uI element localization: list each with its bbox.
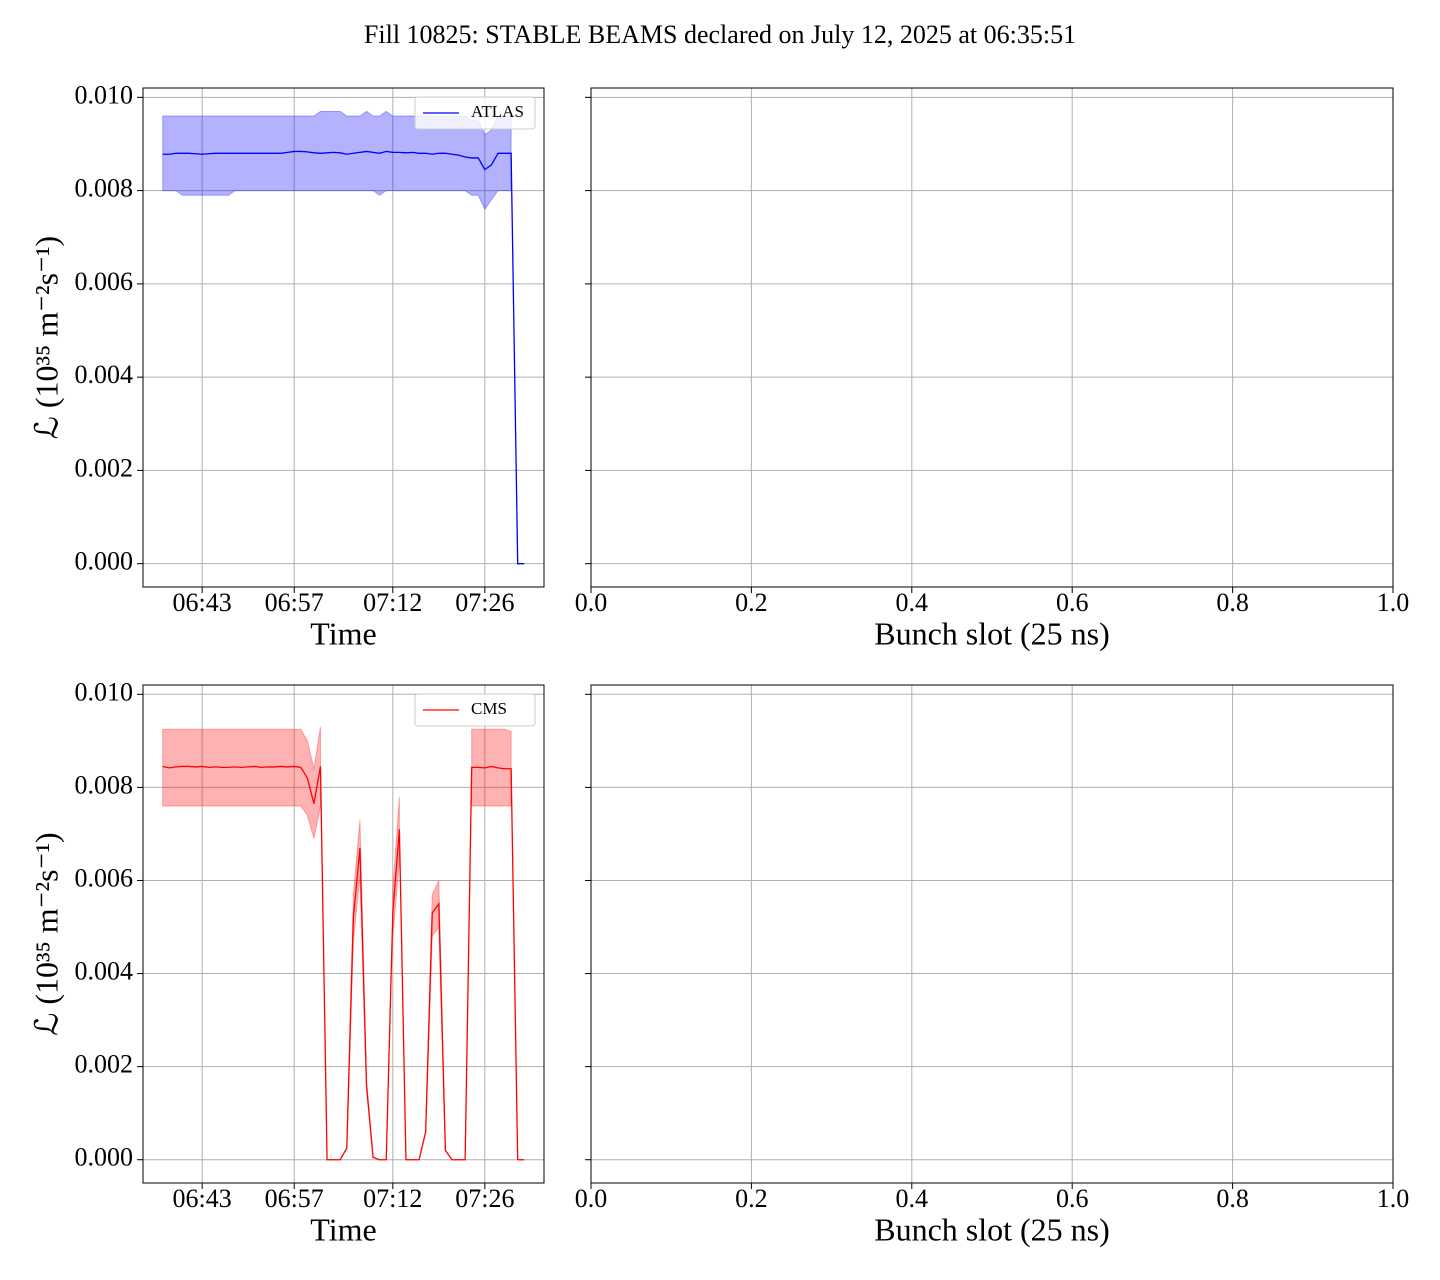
figure-title: Fill 10825: STABLE BEAMS declared on Jul…	[364, 20, 1076, 49]
x-tick-label: 0.2	[735, 588, 768, 617]
line	[162, 150, 525, 565]
y-tick-label: 0.010	[75, 80, 134, 109]
y-tick-label: 0.000	[75, 1143, 134, 1172]
x-tick-label: 0.2	[735, 1184, 768, 1213]
y-tick-label: 0.006	[75, 863, 134, 892]
x-tick-label: 07:12	[363, 588, 422, 617]
axes-frame	[590, 87, 1394, 588]
x-tick-label: 0.6	[1056, 588, 1089, 617]
x-tick-label: 07:26	[455, 1184, 514, 1213]
y-tick-label: 0.008	[75, 770, 134, 799]
x-tick-label: 1.0	[1377, 588, 1410, 617]
x-axis-label: Time	[310, 615, 376, 651]
y-tick-label: 0.006	[75, 267, 134, 296]
y-tick-label: 0.004	[75, 957, 134, 986]
axes-frame	[142, 87, 545, 588]
y-tick-label: 0.004	[75, 360, 134, 389]
axes-frame	[142, 684, 545, 1184]
legend-label: ATLAS	[471, 102, 524, 121]
x-tick-label: 0.0	[575, 1184, 608, 1213]
x-tick-label: 0.4	[896, 588, 929, 617]
x-axis-label: Bunch slot (25 ns)	[874, 615, 1110, 651]
x-tick-label: 06:43	[173, 1184, 232, 1213]
x-tick-label: 06:57	[265, 1184, 324, 1213]
x-tick-label: 0.0	[575, 588, 608, 617]
x-tick-label: 07:26	[455, 588, 514, 617]
y-tick-label: 0.002	[75, 453, 134, 482]
x-tick-label: 06:43	[173, 588, 232, 617]
y-axis-label: ℒ (10³⁵ m⁻²s⁻¹)	[28, 236, 64, 439]
y-tick-label: 0.008	[75, 174, 134, 203]
x-axis-label: Bunch slot (25 ns)	[874, 1211, 1110, 1247]
x-tick-label: 0.4	[896, 1184, 929, 1213]
line	[162, 765, 525, 1161]
error-band	[162, 726, 321, 839]
x-tick-label: 1.0	[1377, 1184, 1410, 1213]
x-tick-label: 07:12	[363, 1184, 422, 1213]
x-axis-label: Time	[310, 1211, 376, 1247]
legend-label: CMS	[471, 699, 507, 718]
y-axis-label: ℒ (10³⁵ m⁻²s⁻¹)	[28, 832, 64, 1035]
x-tick-label: 0.8	[1216, 1184, 1249, 1213]
x-tick-label: 0.8	[1216, 588, 1249, 617]
axes-frame	[590, 684, 1394, 1184]
y-tick-label: 0.000	[75, 547, 134, 576]
x-tick-label: 0.6	[1056, 1184, 1089, 1213]
x-tick-label: 06:57	[265, 588, 324, 617]
y-tick-label: 0.002	[75, 1050, 134, 1079]
legend-box	[414, 693, 536, 727]
y-tick-label: 0.010	[75, 677, 134, 706]
legend-box	[414, 96, 536, 130]
